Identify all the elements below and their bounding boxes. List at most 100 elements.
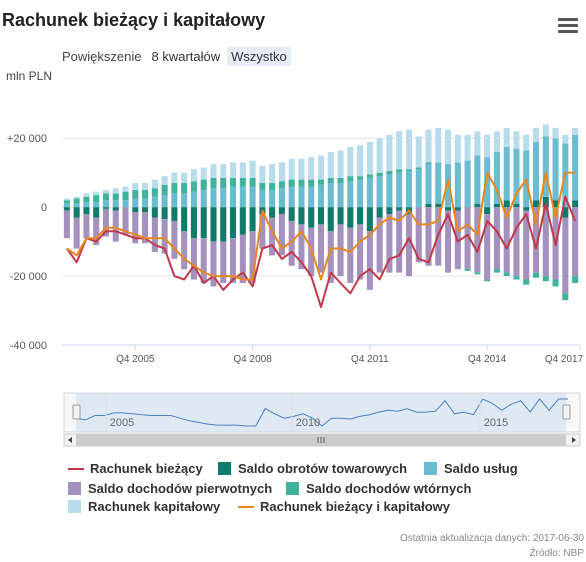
legend-label: Saldo obrotów towarowych [238, 461, 408, 476]
bar-segment [122, 200, 129, 208]
bar-segment [347, 227, 354, 283]
bar-segment [161, 195, 168, 208]
legend-label: Rachunek kapitałowy [88, 499, 221, 514]
scroll-left-icon[interactable] [68, 437, 72, 443]
navigator-label: 2015 [484, 417, 508, 429]
bar-segment [347, 181, 354, 208]
bar-segment [366, 177, 373, 208]
bar-segment [484, 207, 491, 215]
bar-segment [474, 207, 481, 273]
bar-segment [93, 217, 100, 246]
navigator-label: 2005 [110, 417, 134, 429]
bar-segment [357, 179, 364, 208]
bar-segment [493, 203, 500, 208]
bar-segment [102, 193, 110, 201]
bar-segment [562, 134, 569, 144]
bar-segment [425, 207, 432, 266]
bar-segment [93, 195, 100, 202]
bar-segment [542, 136, 549, 197]
bar-segment [366, 174, 373, 178]
legend-item-saldo-uslug[interactable]: Saldo usług [424, 461, 518, 476]
bar-segment [572, 207, 579, 277]
legend-item-biezacy-kapitalowy[interactable]: Rachunek bieżący i kapitałowy [238, 499, 450, 514]
bar-segment [317, 179, 325, 185]
bar-segment [376, 172, 383, 177]
bar-segment [269, 183, 276, 190]
legend-item-saldo-towarowych[interactable]: Saldo obrotów towarowych [218, 461, 407, 476]
bar-segment [151, 207, 158, 218]
chart-title: Rachunek bieżący i kapitałowy [2, 10, 266, 30]
bar-segment [572, 276, 579, 283]
bar-segment [142, 198, 149, 208]
bar-segment [230, 162, 237, 178]
bar-segment [415, 207, 422, 263]
bar-segment [396, 210, 403, 273]
bar-segment [445, 164, 452, 208]
bar-segment [190, 207, 197, 239]
bar-segment [220, 207, 227, 242]
bar-segment [523, 279, 530, 285]
bar-segment [171, 220, 178, 259]
bar-segment [405, 214, 412, 277]
bar-segment [200, 207, 207, 239]
bar-segment [484, 157, 491, 208]
navigator-handle[interactable] [562, 404, 571, 420]
bar-segment [532, 200, 540, 208]
scroll-right-icon[interactable] [572, 437, 576, 443]
bar-segment [542, 196, 549, 208]
series-line-biezacy-kapitalowy [66, 171, 576, 281]
zoom-8-quarters-button[interactable]: 8 kwartałów [151, 49, 221, 64]
bar-segment [181, 172, 188, 184]
x-tick-label: Q4 2005 [116, 354, 155, 365]
bar-segment [249, 160, 256, 178]
bar-segment [220, 177, 227, 189]
bar-segment [83, 196, 90, 202]
bar-segment [122, 186, 129, 192]
x-tick-label: Q4 2008 [233, 354, 272, 365]
bar-segment [366, 231, 373, 290]
bar-segment [278, 181, 285, 189]
series-line-rachunek-biezacy [66, 195, 577, 309]
bar-segment [454, 207, 461, 211]
bar-segment [151, 179, 158, 189]
bar-segment [73, 203, 80, 208]
legend-item-rachunek-biezacy[interactable]: Rachunek bieżący [68, 461, 203, 476]
bar-segment [93, 207, 100, 218]
bar-segment [63, 207, 70, 211]
bar-segment [200, 189, 207, 208]
bar-segment [503, 207, 510, 273]
last-update-note: Ostatnia aktualizacja danych: 2017-06-30 [399, 533, 584, 544]
bar-segment [132, 189, 139, 199]
bar-segment [464, 269, 471, 271]
legend-label: Rachunek bieżący i kapitałowy [260, 499, 451, 514]
bar-segment [249, 231, 256, 283]
navigator-handle[interactable] [72, 404, 81, 420]
bar-segment [415, 167, 422, 170]
bar-segment [532, 141, 540, 201]
bar-segment [63, 200, 70, 204]
bar-segment [161, 176, 168, 185]
bar-segment [230, 238, 237, 283]
chart-menu-icon[interactable] [558, 18, 578, 36]
legend-item-dochody-pierwotne[interactable]: Saldo dochodów pierwotnych [68, 481, 272, 496]
navigator[interactable]: 2005 2010 2015 [63, 392, 581, 447]
bar-segment [288, 179, 295, 187]
legend-square-icon [424, 462, 437, 475]
legend-item-rachunek-kapitalowy[interactable]: Rachunek kapitałowy [68, 499, 220, 514]
bar-segment [83, 201, 90, 208]
bar-segment [83, 193, 90, 197]
bar-segment [161, 207, 168, 220]
bar-segment [83, 214, 90, 239]
bar-segment [552, 127, 559, 139]
zoom-all-button[interactable]: Wszystko [227, 47, 291, 66]
bar-segment [405, 129, 412, 170]
bar-segment [513, 276, 520, 280]
legend-item-dochody-wtorne[interactable]: Saldo dochodów wtórnych [286, 481, 471, 496]
zoom-selector: Powiększenie 8 kwartałów Wszystko [62, 47, 294, 66]
bar-segment [503, 200, 510, 208]
bar-segment [181, 231, 188, 270]
x-tick-label: Q4 2017 [545, 354, 584, 365]
bar-segment [269, 217, 276, 256]
bar-segment [572, 200, 579, 208]
bar-segment [435, 127, 442, 163]
